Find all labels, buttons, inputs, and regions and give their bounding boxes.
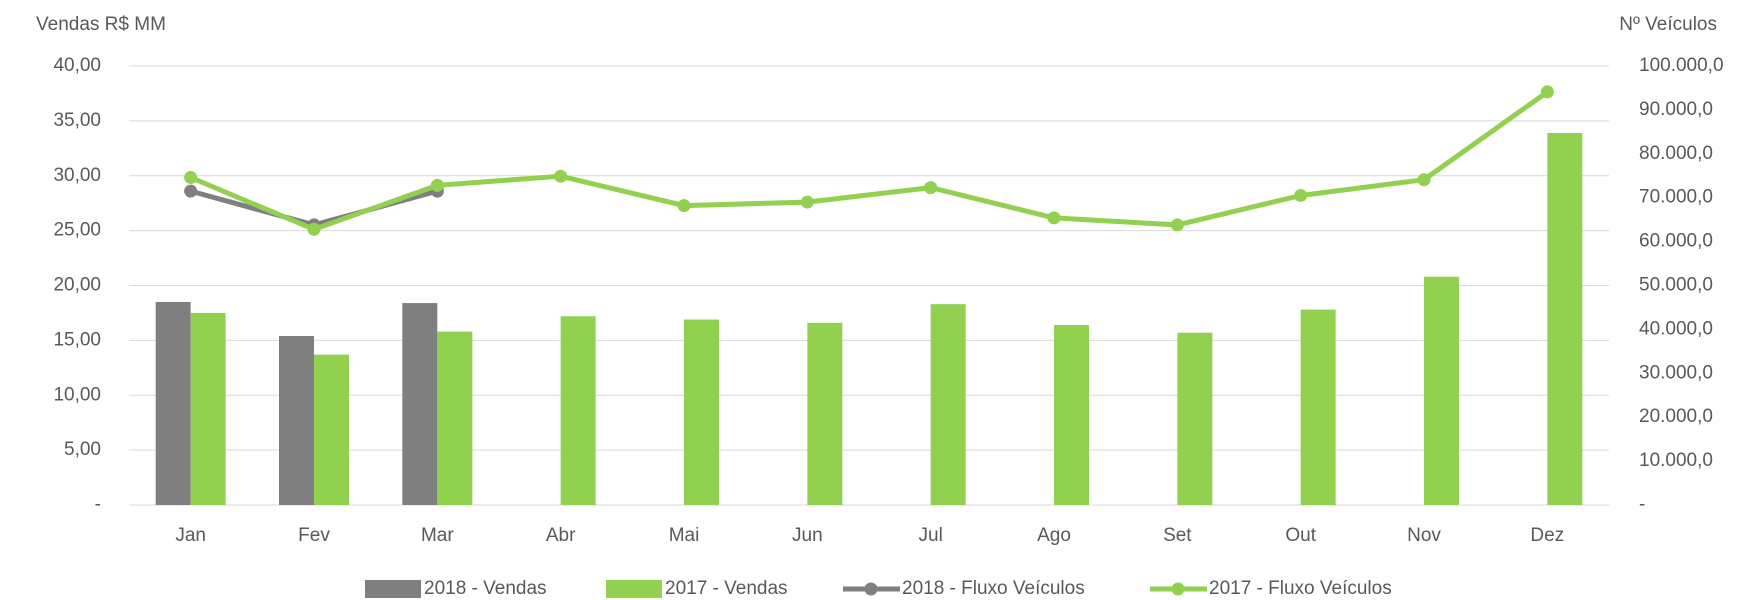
- x-tick-label: Dez: [1530, 525, 1564, 546]
- bar: [190, 312, 226, 505]
- y-tick-label: 20,00: [53, 275, 101, 296]
- line-marker: [1170, 218, 1184, 232]
- y2-tick-label: 30.000,0: [1639, 362, 1713, 383]
- y2-tick-label: 60.000,0: [1639, 231, 1713, 252]
- legend-label: 2017 - Fluxo Veículos: [1209, 578, 1392, 599]
- bar: [437, 331, 473, 505]
- y-tick-label: 15,00: [53, 329, 101, 350]
- line-marker: [1047, 211, 1061, 225]
- bar: [930, 304, 966, 505]
- y-tick-label: 30,00: [53, 165, 101, 186]
- x-tick-label: Jan: [175, 525, 206, 546]
- y2-tick-label: 90.000,0: [1639, 99, 1713, 120]
- line-marker: [1417, 173, 1431, 187]
- y2-axis-title: Nº Veículos: [1619, 14, 1717, 35]
- bar: [402, 303, 438, 505]
- line-marker: [554, 169, 568, 183]
- y-tick-label: 25,00: [53, 220, 101, 241]
- bar: [684, 319, 719, 505]
- y2-tick-label: 50.000,0: [1639, 275, 1713, 296]
- line-marker: [677, 199, 691, 213]
- legend-label: 2018 - Vendas: [424, 578, 547, 599]
- x-tick-label: Nov: [1407, 525, 1441, 546]
- line-marker: [184, 184, 198, 198]
- bar: [314, 354, 349, 505]
- y-tick-label: 5,00: [64, 439, 101, 460]
- x-tick-label: Fev: [298, 525, 330, 546]
- bar: [155, 301, 191, 505]
- line: [189, 89, 1549, 232]
- y2-tick-label: 40.000,0: [1639, 318, 1713, 339]
- legend-label: 2018 - Fluxo Veículos: [902, 578, 1085, 599]
- bar: [1424, 276, 1459, 505]
- line-marker: [1294, 189, 1308, 203]
- legend-swatch-marker: [1171, 582, 1185, 596]
- x-tick-label: Jun: [792, 525, 823, 546]
- legend-label: 2017 - Vendas: [665, 578, 788, 599]
- x-tick-label: Mar: [421, 525, 454, 546]
- legend-swatch-marker: [864, 582, 878, 596]
- y-axis-title: Vendas R$ MM: [36, 14, 166, 35]
- y2-tick-label: -: [1639, 494, 1645, 515]
- y-tick-label: 10,00: [53, 384, 101, 405]
- line-marker: [800, 195, 814, 209]
- y2-tick-label: 10.000,0: [1639, 450, 1713, 471]
- line-marker: [924, 181, 938, 195]
- bar: [1054, 325, 1089, 505]
- line-marker: [184, 171, 198, 185]
- bar: [1177, 332, 1213, 505]
- y-tick-label: -: [95, 494, 101, 515]
- bar: [560, 316, 596, 505]
- line-marker: [430, 178, 444, 192]
- x-tick-label: Abr: [546, 525, 576, 546]
- y2-tick-label: 70.000,0: [1639, 187, 1713, 208]
- y2-tick-label: 100.000,0: [1639, 55, 1724, 76]
- line-marker: [1540, 85, 1554, 99]
- x-tick-label: Out: [1285, 525, 1316, 546]
- bar: [1300, 309, 1336, 505]
- y2-tick-label: 20.000,0: [1639, 406, 1713, 427]
- legend-swatch: [365, 580, 421, 598]
- y-tick-label: 35,00: [53, 110, 101, 131]
- legend-swatch: [606, 580, 662, 598]
- line-marker: [307, 222, 321, 236]
- y-tick-label: 40,00: [53, 55, 101, 76]
- bar: [807, 322, 843, 505]
- bar: [279, 335, 314, 505]
- x-tick-label: Ago: [1037, 525, 1071, 546]
- bar: [1547, 132, 1583, 505]
- x-tick-label: Set: [1163, 525, 1192, 546]
- y2-tick-label: 80.000,0: [1639, 143, 1713, 164]
- x-tick-label: Jul: [919, 525, 943, 546]
- x-tick-label: Mai: [669, 525, 700, 546]
